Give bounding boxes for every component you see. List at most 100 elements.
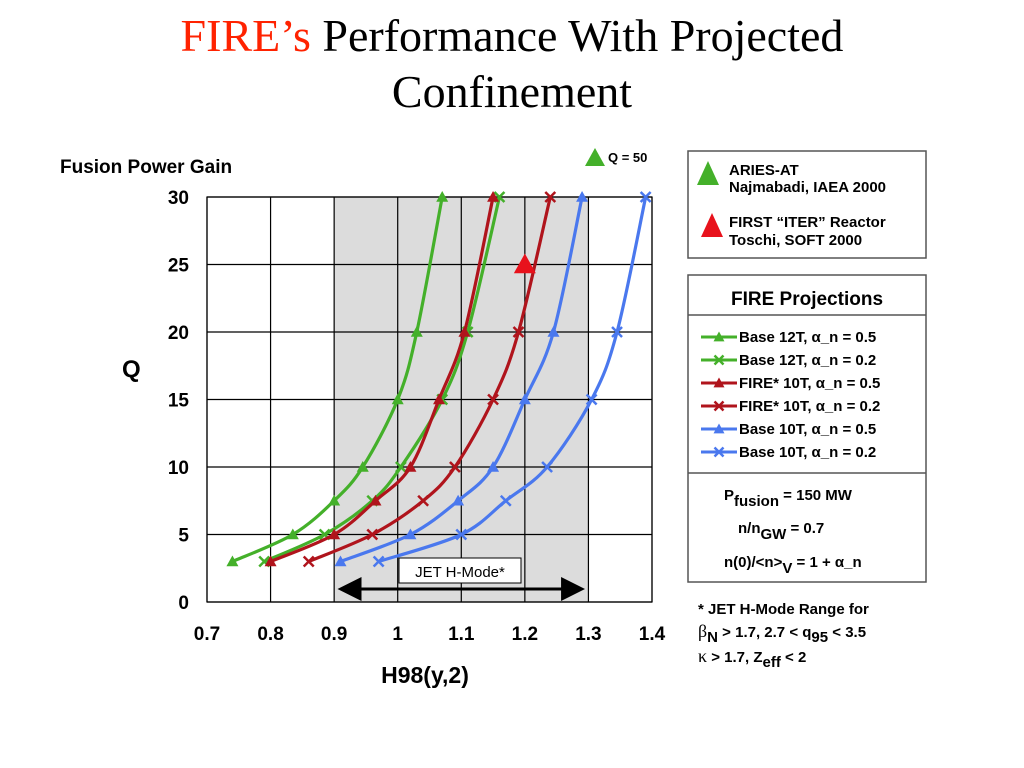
legend-title: FIRE Projections [731,289,883,310]
data-point-triangle [264,555,277,567]
data-point-triangle [404,528,417,540]
data-point-triangle [286,528,299,540]
x-tick-label: 1 [392,624,403,645]
legend-label: Base 10T, α_n = 0.5 [739,421,876,438]
aries-name: ARIES-AT [729,162,799,179]
series-5 [334,191,589,567]
data-point-x [395,461,407,473]
reference-box: ARIES-AT Najmabadi, IAEA 2000 FIRST “ITE… [687,150,927,259]
first-name: FIRST “ITER” Reactor [729,214,886,231]
footnote-line1: * JET H-Mode Range for [698,601,869,618]
y-tick-label: 30 [168,188,189,209]
x-mark-stroke [713,354,725,366]
data-point-x [302,555,315,568]
data-point-triangle [410,326,423,337]
param-profile-sub: V [782,560,792,577]
data-point-x [544,191,557,203]
x-mark-stroke [455,528,468,541]
legend-entry: Base 10T, α_n = 0.2 [701,444,876,461]
y-tick-labels: 0 5 10 15 20 25 30 [168,188,190,614]
x-tick-labels: 0.7 0.8 0.9 1 1.1 1.2 1.3 1.4 [194,624,666,645]
x-tick-label: 1.4 [639,624,666,645]
y-axis-label: Q [122,356,141,383]
y-tick-label: 20 [168,323,189,344]
data-point-x [512,326,525,338]
x-mark-stroke [713,400,725,412]
q95-base: q [802,624,811,641]
zeff-text: < 2 [781,649,806,666]
y-tick-label: 10 [168,458,189,479]
x-mark-stroke [417,494,430,507]
param-greenwald-sub: GW [761,526,788,543]
first-ref: Toschi, SOFT 2000 [729,232,862,249]
legend-x-icon [713,400,725,412]
legend-label: Base 12T, α_n = 0.2 [739,352,876,369]
q50-triangle-icon [585,148,605,166]
jet-hmode-range: JET H-Mode* [337,557,586,601]
legend-entries: Base 12T, α_n = 0.5 Base 12T, α_n = 0.2 FI… [701,329,880,461]
legend: FIRE Projections Base 12T, α_n = 0.5Base… [687,274,927,583]
data-point-triangle [328,494,341,506]
legend-entry: Base 12T, α_n = 0.2 [701,352,876,369]
title-rest: Performance With Projected [310,10,844,61]
y-tick-label: 25 [168,256,190,277]
aries-triangle-icon [697,161,719,185]
legend-entry: FIRE* 10T, α_n = 0.2 [701,398,880,415]
data-point-triangle [576,191,589,202]
data-point-x [585,393,598,406]
jet-label-box [398,557,522,584]
param-pfusion-base: P [724,487,734,504]
footnote-line3: κ > 1.7, Zeff < 2 [698,646,806,671]
beta-symbol: β [698,621,707,641]
legend-x-icon [713,446,725,458]
param-pfusion: Pfusion = 150 MW [724,487,853,510]
data-point-triangle [487,191,500,202]
legend-label: FIRE* 10T, α_n = 0.2 [739,398,880,415]
x-mark-stroke [366,528,379,541]
data-point-x [487,393,499,406]
data-point-x [455,528,468,541]
data-point-triangle [404,461,417,472]
aries-ref: Najmabadi, IAEA 2000 [729,179,886,196]
data-point-x [639,191,652,203]
param-greenwald: n/nGW = 0.7 [738,520,824,543]
data-point-triangle [433,393,446,405]
beta-text: > 1.7, 2.7 < [718,624,802,641]
x-mark-stroke [302,555,315,568]
series-layer [226,191,652,568]
jet-range-label: JET H-Mode* [415,564,505,581]
kappa-symbol: κ [698,646,707,666]
legend-label: Base 12T, α_n = 0.5 [739,329,876,346]
param-profile-value: = 1 + α_n [792,554,861,571]
chart-title: Fusion Power Gain [60,157,232,178]
x-mark-stroke [541,461,553,473]
x-mark-stroke [372,555,385,568]
data-point-x [611,326,623,338]
zeff-sub: eff [763,654,782,671]
data-point-x [372,555,385,568]
x-tick-label: 0.9 [321,624,347,645]
data-point-x [417,494,430,507]
q95-text: < 3.5 [828,624,866,641]
slide-title: FIRE’s Performance With Projected Confin… [0,8,1024,120]
x-mark-stroke [585,393,598,406]
data-point-x [499,494,512,507]
legend-entry: Base 12T, α_n = 0.5 [701,329,876,346]
data-point-triangle [547,326,560,337]
x-tick-label: 1.2 [512,624,538,645]
data-point-triangle [518,393,531,405]
q95-sub: 95 [811,629,828,646]
y-tick-label: 0 [178,593,189,614]
series-1 [226,191,449,567]
y-tick-label: 5 [178,526,189,547]
footnote: * JET H-Mode Range for βN > 1.7, 2.7 < q… [698,601,869,671]
data-point-triangle [328,528,341,540]
legend-triangle-icon [713,377,725,388]
x-mark-stroke [544,191,557,203]
x-mark-stroke [487,393,499,406]
grid [206,196,653,603]
plot-border [206,196,653,603]
param-greenwald-value: = 0.7 [786,520,824,537]
data-point-triangle [487,461,500,472]
first-triangle-icon [701,213,723,237]
